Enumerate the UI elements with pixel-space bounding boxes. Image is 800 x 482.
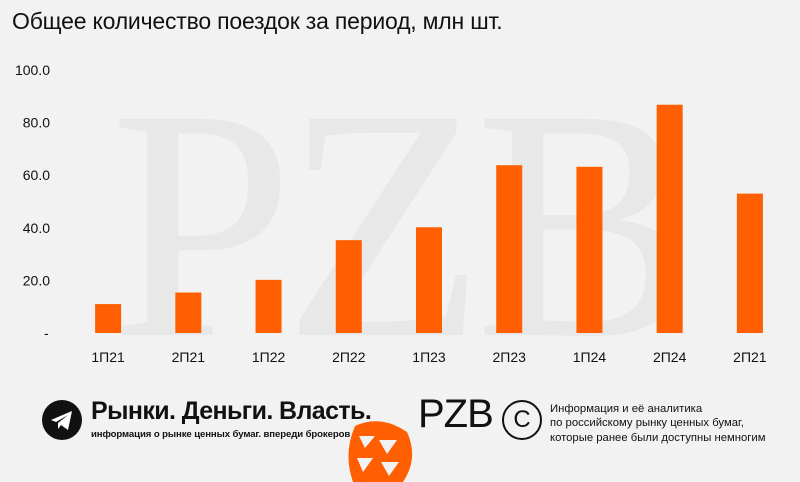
bar <box>656 104 683 333</box>
x-tick-label: 1П24 <box>573 349 607 365</box>
brand-tagline: информация о рынке ценных бумаг. впереди… <box>91 429 397 440</box>
x-tick-label: 2П22 <box>332 349 366 365</box>
y-tick-label: - <box>44 325 49 341</box>
orange-logo-shape <box>348 421 413 482</box>
telegram-icon[interactable] <box>42 400 82 440</box>
info-line: которые ранее были доступны немногим <box>550 431 766 444</box>
y-tick-label: 40.0 <box>23 220 50 236</box>
info-line: по российскому рынку ценных бумаг, <box>550 417 744 430</box>
y-tick-label: 60.0 <box>23 167 50 183</box>
chart-title: Общее количество поездок за период, млн … <box>12 8 503 34</box>
x-tick-label: 1П23 <box>412 349 446 365</box>
bar <box>576 166 603 333</box>
pzb-logo: PZB <box>418 392 494 436</box>
bar <box>335 240 362 333</box>
bar <box>95 304 122 333</box>
x-tick-label: 2П23 <box>493 349 527 365</box>
copyright-icon: C <box>502 400 542 440</box>
bar <box>496 165 523 333</box>
x-tick-label: 1П22 <box>252 349 286 365</box>
footer-info: Информация и её аналитика по российскому… <box>550 402 766 445</box>
info-line: Информация и её аналитика <box>550 403 703 415</box>
y-tick-label: 100.0 <box>15 62 50 78</box>
bar <box>255 279 282 333</box>
x-tick-label: 1П21 <box>91 349 125 365</box>
bar <box>416 227 442 333</box>
y-tick-label: 20.0 <box>23 272 50 288</box>
x-tick-label: 2П21 <box>172 349 206 365</box>
x-tick-label: 2П24 <box>653 349 687 365</box>
footer: Рынки. Деньги. Власть. информация о рынк… <box>0 390 800 482</box>
x-tick-label: 2П21 <box>733 349 767 365</box>
bar <box>736 193 763 333</box>
bar <box>175 292 202 333</box>
y-tick-label: 80.0 <box>23 115 50 131</box>
bar-chart: - 20.0 40.0 60.0 80.0 100.0 1П21 2П21 1П22 2П22 1П… <box>15 62 767 365</box>
brand-name: Рынки. Деньги. Власть. <box>91 397 372 425</box>
